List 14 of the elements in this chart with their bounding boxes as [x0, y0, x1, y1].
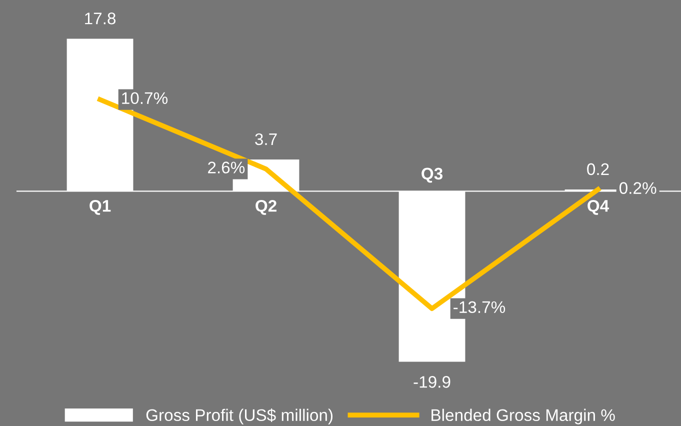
- data-label: 3.7: [255, 133, 277, 146]
- data-label: 2.6%: [208, 162, 245, 174]
- x-tick-label: Q2: [256, 200, 276, 215]
- data-label: 0.2: [587, 163, 609, 176]
- x-tick-label: Q3: [422, 168, 443, 183]
- data-label: -19.9: [414, 376, 450, 388]
- data-label: 10.7%: [122, 92, 168, 104]
- x-tick-label: Q4: [588, 200, 610, 215]
- x-tick-label: Q1: [90, 200, 111, 215]
- data-label: 0.2%: [619, 182, 656, 194]
- legend-label: Blended Gross Margin %: [432, 408, 615, 424]
- data-label: 17.8: [85, 12, 116, 24]
- data-label: -13.7%: [454, 301, 506, 314]
- legend-label: Gross Profit (US$ million): [146, 408, 333, 424]
